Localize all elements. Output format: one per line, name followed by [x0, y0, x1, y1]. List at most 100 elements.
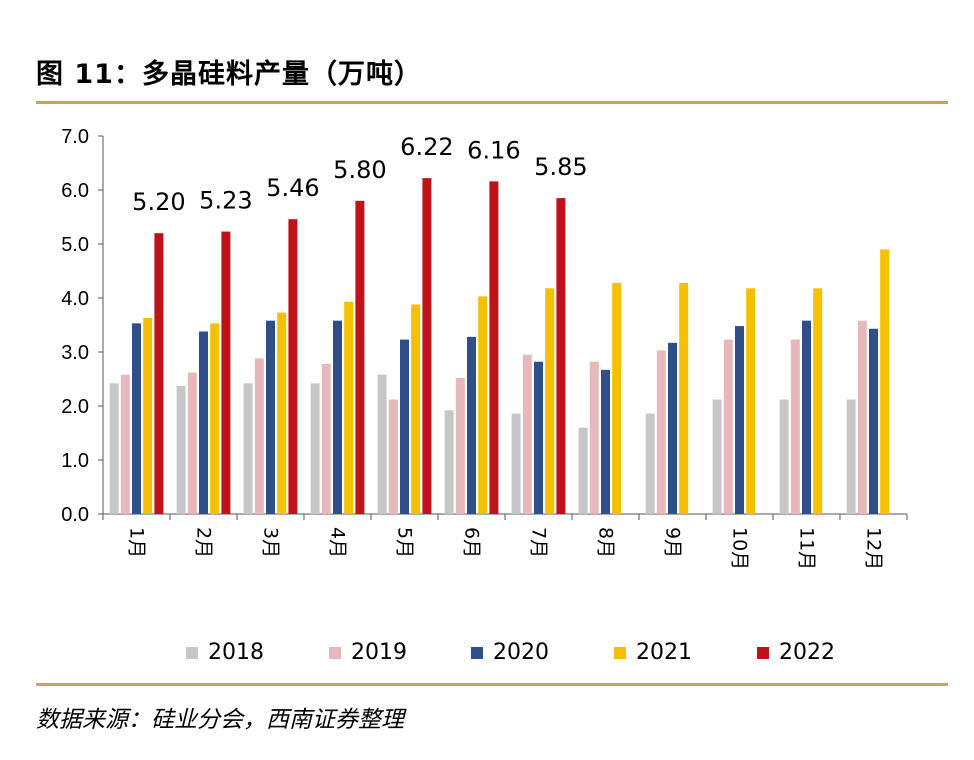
legend-swatch-2018	[186, 646, 198, 659]
bar-2020-11月	[802, 320, 811, 514]
y-tick-label: 4.0	[61, 288, 89, 310]
legend-item-2019: 2019	[329, 640, 407, 665]
bar-2019-6月	[455, 377, 465, 514]
bar-2018-10月	[712, 399, 722, 514]
bar-2019-3月	[254, 358, 264, 514]
bar-2021-4月	[344, 301, 354, 514]
y-tick-label: 2.0	[61, 396, 89, 418]
x-tick-label: 9月	[662, 527, 684, 558]
bar-2019-2月	[187, 372, 197, 514]
bar-2021-11月	[813, 288, 823, 514]
x-tick-label: 5月	[394, 527, 416, 558]
legend-swatch-2022	[757, 646, 769, 659]
data-label-2022-6月: 6.16	[467, 136, 520, 164]
y-tick-label: 5.0	[61, 234, 89, 256]
bar-2018-5月	[377, 374, 387, 514]
bar-2020-12月	[869, 328, 878, 514]
x-tick-label: 8月	[595, 527, 617, 558]
legend-item-2018: 2018	[186, 640, 264, 665]
data-label-2022-4月: 5.80	[333, 156, 386, 184]
bar-2021-2月	[210, 323, 220, 514]
y-tick-label: 3.0	[61, 342, 89, 364]
bar-2018-9月	[645, 413, 655, 514]
legend-label-2018: 2018	[208, 640, 264, 665]
bar-2019-5月	[388, 399, 398, 514]
data-label-2022-7月: 5.85	[534, 153, 587, 181]
bar-2020-9月	[668, 342, 677, 514]
bar-2018-7月	[511, 413, 521, 514]
bar-2021-9月	[679, 282, 689, 514]
bar-2019-1月	[120, 374, 130, 514]
bar-2018-11月	[779, 399, 789, 514]
bar-2022-6月	[489, 181, 499, 515]
bar-2021-8月	[612, 282, 622, 514]
bar-2019-10月	[723, 339, 733, 514]
top-divider	[36, 101, 948, 104]
x-tick-label: 12月	[863, 527, 885, 570]
y-tick-label: 7.0	[61, 126, 89, 148]
x-tick-label: 6月	[461, 527, 483, 558]
bar-2020-10月	[735, 326, 744, 514]
x-tick-label: 10月	[729, 527, 751, 570]
legend-label-2019: 2019	[351, 640, 407, 665]
bar-2022-3月	[288, 219, 298, 514]
bar-2022-5月	[422, 178, 432, 514]
bar-2020-8月	[601, 369, 610, 514]
bar-2022-4月	[355, 200, 365, 515]
bar-2018-3月	[243, 383, 253, 514]
bar-2018-1月	[109, 383, 119, 514]
bottom-divider	[36, 683, 948, 686]
bar-2019-12月	[857, 320, 867, 514]
bar-2020-6月	[467, 336, 476, 514]
figure-title: 图 11：多晶硅料产量（万吨）	[36, 59, 422, 90]
x-tick-label: 2月	[193, 527, 215, 558]
bar-2021-6月	[478, 296, 488, 514]
bar-2020-3月	[266, 320, 275, 514]
bar-2019-7月	[522, 354, 532, 514]
bar-2020-5月	[400, 339, 409, 514]
legend-item-2021: 2021	[614, 640, 692, 665]
x-tick-label: 4月	[327, 527, 349, 558]
source-note: 数据来源：硅业分会，西南证券整理	[36, 707, 404, 733]
data-label-2022-2月: 5.23	[199, 187, 252, 215]
bar-2020-2月	[199, 331, 208, 514]
y-tick-label: 1.0	[61, 450, 89, 472]
bar-2022-2月	[221, 231, 231, 514]
bar-2018-8月	[578, 427, 588, 514]
bar-2021-7月	[545, 288, 555, 514]
data-label-2022-5月: 6.22	[400, 133, 453, 161]
bar-2018-4月	[310, 383, 320, 514]
bar-2020-4月	[333, 320, 342, 514]
bar-2021-10月	[746, 288, 756, 514]
x-tick-label: 1月	[126, 527, 148, 558]
bar-2022-7月	[556, 198, 566, 514]
bar-2019-4月	[321, 363, 331, 514]
bar-2020-7月	[534, 361, 543, 514]
bar-2018-12月	[846, 399, 856, 514]
bar-2020-1月	[132, 323, 141, 514]
legend-item-2022: 2022	[757, 640, 835, 665]
bar-2021-12月	[880, 249, 890, 514]
bar-2019-9月	[656, 350, 666, 514]
legend-item-2020: 2020	[471, 640, 549, 665]
legend-swatch-2019	[329, 646, 341, 659]
bar-2019-8月	[589, 361, 599, 514]
bar-2021-5月	[411, 304, 421, 514]
x-tick-label: 11月	[796, 527, 818, 570]
x-tick-label: 3月	[260, 527, 282, 558]
chart-legend: 2018 2019 2020 2021 2022	[0, 640, 974, 670]
bar-2021-1月	[143, 317, 153, 514]
bar-2018-6月	[444, 410, 454, 514]
bar-chart: 0.0 1.0 2.0 3.0 4.0 5.0 6.0 7.0 5.20 5.23 5.46 5.80…	[61, 126, 908, 570]
legend-label-2022: 2022	[779, 640, 835, 665]
bar-2021-3月	[277, 312, 287, 514]
legend-swatch-2020	[471, 646, 483, 659]
y-tick-label: 0.0	[61, 504, 89, 526]
x-tick-label: 7月	[528, 527, 550, 558]
bar-2022-1月	[154, 233, 164, 514]
legend-label-2021: 2021	[636, 640, 692, 665]
data-label-2022-3月: 5.46	[266, 174, 319, 202]
legend-swatch-2021	[614, 646, 626, 659]
legend-label-2020: 2020	[493, 640, 549, 665]
bar-2018-2月	[176, 386, 186, 514]
